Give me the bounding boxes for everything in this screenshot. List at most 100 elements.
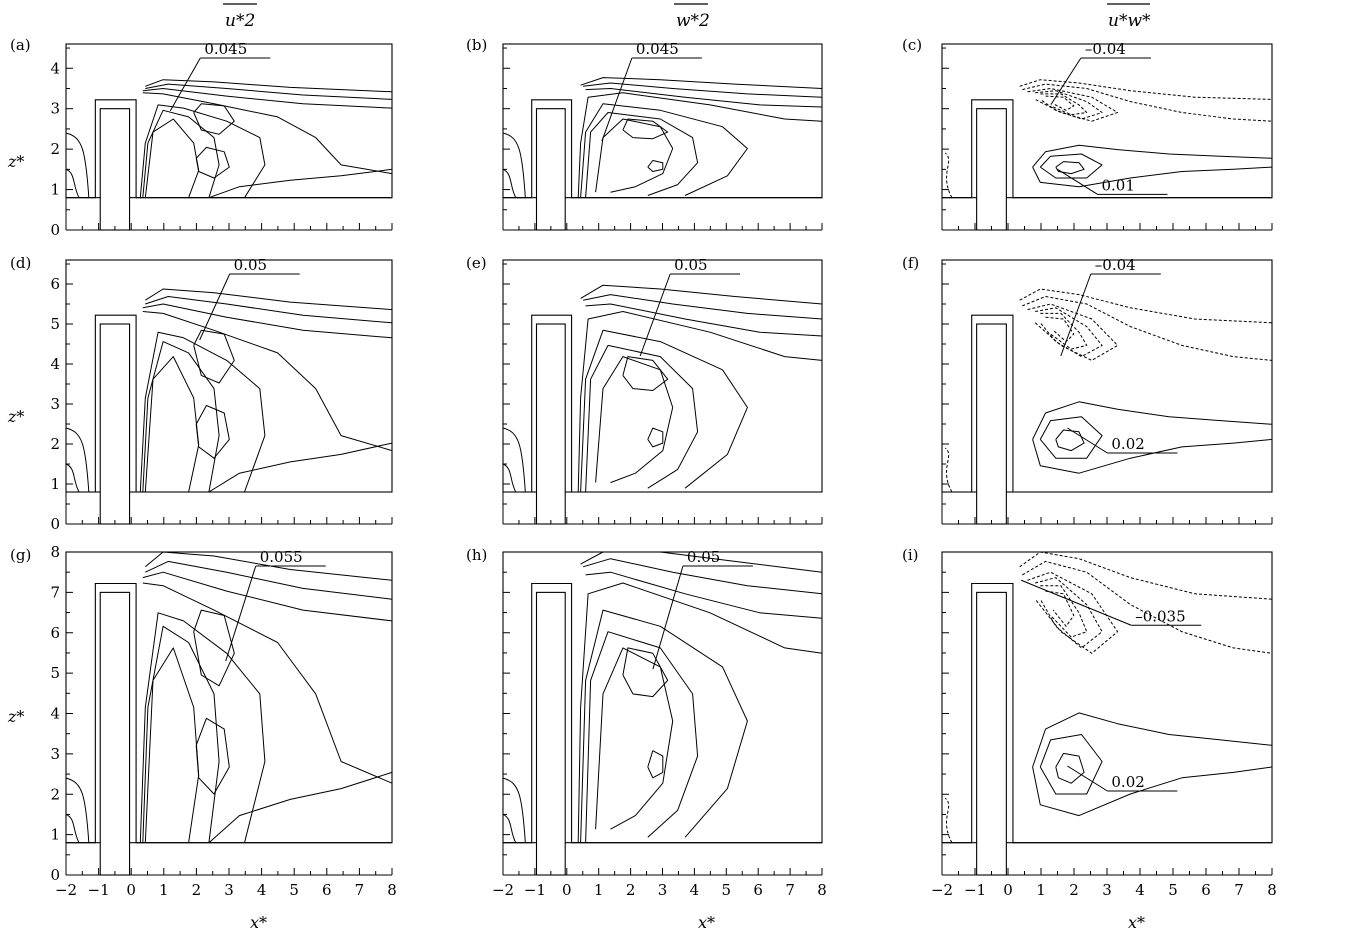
panel-g-contour — [142, 582, 393, 784]
x-tick-label: 8 — [387, 881, 397, 899]
panel-b-contour — [585, 88, 823, 108]
y-tick-label: 5 — [50, 664, 60, 682]
panel-label-h: (h) — [466, 546, 487, 564]
panel-i-contour — [1040, 585, 1088, 638]
annotation-leader — [601, 57, 633, 142]
panel-g-contour — [65, 813, 80, 843]
panel-i-contour — [1027, 571, 1119, 654]
panel-a-contour — [139, 104, 266, 198]
panel-g-building-outline — [66, 582, 392, 844]
panel-b-building-outline — [503, 99, 822, 199]
panel-f-contour — [1035, 307, 1103, 358]
x-tick-label: 1 — [594, 881, 604, 899]
panel-label-b: (b) — [466, 36, 487, 54]
panel-e-contour — [622, 356, 669, 391]
panel-c-contour — [1019, 79, 1273, 100]
panel-f-contour — [1040, 312, 1088, 350]
panel-label-d: (d) — [10, 254, 31, 272]
y-tick-label: 3 — [50, 745, 60, 763]
panel-h-ticks — [502, 551, 823, 876]
y-tick-label: 2 — [50, 785, 60, 803]
y-tick-label: 0 — [50, 221, 60, 239]
x-tick-label: 5 — [1168, 881, 1178, 899]
panel-g: 0 1 2 3 4 5 6 7 8 −2 −1 0 1 2 3 4 5 6 7 8 0.055 — [50, 543, 396, 899]
x-tick-label: 1 — [1036, 881, 1046, 899]
column-title-u2: u*2 — [223, 3, 257, 31]
panel-b-contour — [583, 82, 823, 98]
panel-f-contour — [1039, 416, 1103, 459]
xlabel-col3: x* — [1128, 913, 1145, 932]
annotation-label: 0.02 — [1111, 773, 1144, 791]
panel-a: 0 1 2 3 4 0.045 — [50, 40, 393, 239]
panel-f-contour — [1022, 296, 1273, 361]
panel-a-contour — [65, 132, 90, 198]
panel-e-contour — [647, 427, 664, 448]
panel-d-contour — [139, 331, 266, 493]
annotation-label: 0.05 — [687, 548, 720, 566]
y-tick-label: 1 — [50, 826, 60, 844]
panel-g-contour — [144, 551, 393, 581]
panel-i-building — [976, 591, 1007, 876]
panel-g-contour — [144, 647, 200, 843]
panel-g-contour — [145, 560, 393, 600]
panel-a-contour — [65, 168, 80, 198]
annotation-label: –0.04 — [1095, 256, 1136, 274]
panel-h-contour — [502, 777, 526, 843]
panel-e-ticks — [502, 260, 823, 525]
panel-d-contour — [142, 311, 393, 452]
panel-c-contour — [1055, 161, 1085, 175]
panel-e-contour — [502, 463, 517, 493]
panel-b-contour — [580, 103, 748, 198]
panel-e-contour — [595, 356, 674, 484]
panel-i-ticks — [941, 551, 1273, 876]
panel-e-building — [535, 323, 566, 525]
panel-e-contour — [502, 427, 526, 493]
panel-d-contour — [193, 329, 235, 384]
panel-c-contour — [1022, 83, 1273, 122]
x-tick-label: −2 — [55, 881, 77, 899]
panel-i-contour — [1045, 590, 1075, 627]
panel-d-contour — [145, 288, 393, 311]
panel-i-contour — [1055, 752, 1085, 784]
panel-h-contour — [582, 558, 823, 595]
x-tick-label: 8 — [817, 881, 827, 899]
annotation-label: 0.05 — [234, 256, 267, 274]
x-tick-label: 7 — [1234, 881, 1244, 899]
annotation-label: 0.02 — [1111, 435, 1144, 453]
panel-g-contour — [139, 612, 266, 843]
panels: 0 1 2 3 4 0.045 0.045 –0.04 0.01 0 1 2 3 4 5 6 0.05 0.05 –… — [50, 40, 1276, 899]
panel-d-contour — [195, 405, 230, 459]
ylabel-row3: z* — [7, 707, 24, 726]
column-title-w2: w*2 — [674, 3, 710, 31]
x-tick-label: 0 — [562, 881, 572, 899]
panel-h-building-outline — [503, 582, 822, 844]
panel-d-contour — [142, 341, 220, 493]
x-tick-label: 4 — [690, 881, 700, 899]
panel-f-contour — [1019, 288, 1273, 324]
annotation-label: 0.05 — [674, 256, 707, 274]
panel-b-contour — [577, 92, 823, 198]
svg-text:u*w*: u*w* — [1108, 11, 1151, 31]
x-tick-label: −1 — [524, 881, 546, 899]
svg-text:u*2: u*2 — [225, 11, 255, 31]
panel-h-contour — [577, 582, 823, 843]
y-tick-label: 2 — [50, 435, 60, 453]
panel-label-c: (c) — [902, 36, 922, 54]
panel-b: 0.045 — [502, 40, 823, 231]
panel-e-contour — [585, 344, 699, 493]
panel-b-contour — [585, 112, 699, 198]
panel-e-contour — [577, 311, 823, 493]
panel-b-contour — [502, 132, 526, 198]
panel-g-contour — [142, 571, 393, 622]
panel-e-contour — [580, 329, 748, 493]
y-tick-label: 6 — [50, 275, 60, 293]
panel-f-contour — [1032, 401, 1273, 440]
panel-label-f: (f) — [902, 254, 919, 272]
panel-e-building-outline — [503, 314, 822, 493]
annotation-leader — [225, 565, 257, 662]
panel-a-contour — [145, 79, 393, 93]
panel-h-contour — [647, 750, 664, 779]
panel-i-contour — [1022, 560, 1273, 654]
y-tick-label: 5 — [50, 315, 60, 333]
